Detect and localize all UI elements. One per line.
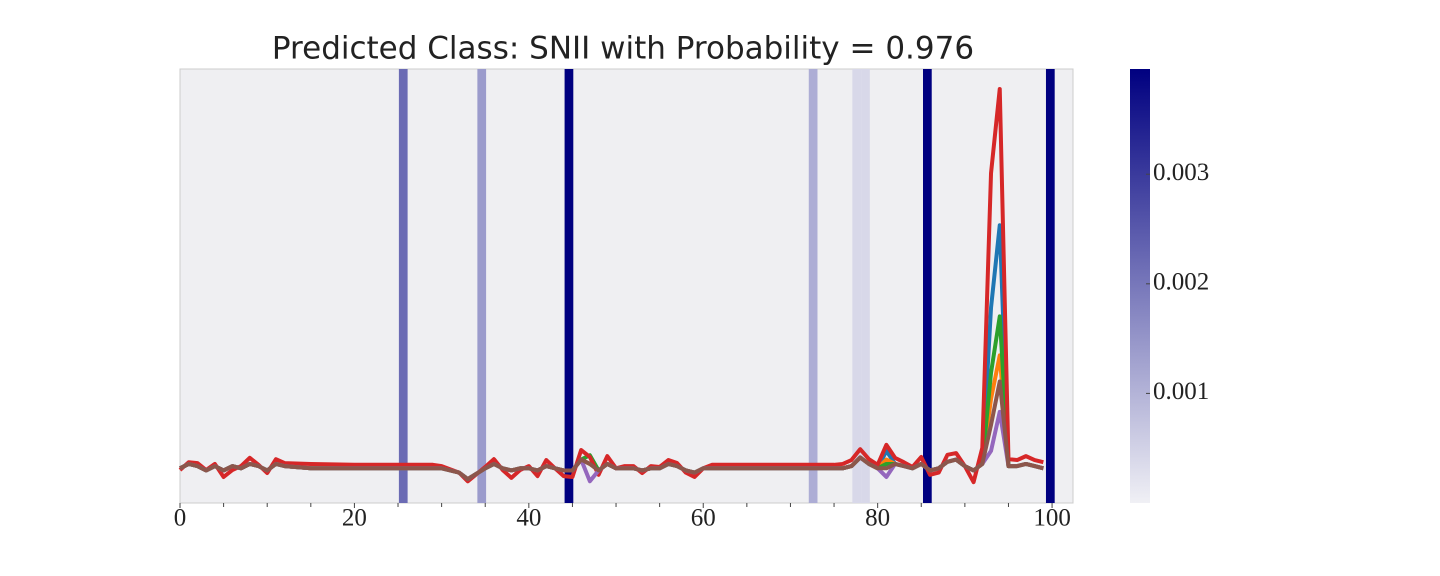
heat-band — [398, 69, 408, 503]
line-series — [178, 86, 1044, 485]
x-tick-label: 20 — [342, 505, 367, 532]
colorbar-tick-label: 0.002 — [1153, 269, 1209, 296]
line-series — [179, 379, 1044, 482]
heat-band — [564, 69, 574, 503]
colorbar-tick-label: 0.001 — [1153, 378, 1209, 405]
plot-background — [179, 68, 1074, 504]
colorbar-tick-label: 0.003 — [1153, 159, 1209, 186]
heat-band — [861, 69, 870, 503]
x-tick-label: 40 — [516, 505, 541, 532]
heat-band — [808, 69, 818, 503]
heat-band — [852, 69, 862, 503]
heat-band — [923, 69, 932, 503]
heat-band — [1045, 69, 1055, 503]
x-tick-label: 80 — [865, 505, 890, 532]
x-tick-label: 0 — [174, 505, 187, 532]
heat-band — [477, 69, 487, 503]
x-tick-label: 60 — [691, 505, 716, 532]
chart-title: Predicted Class: SNII with Probability =… — [272, 31, 974, 67]
x-tick-label: 100 — [1033, 505, 1071, 532]
colorbar — [1130, 69, 1150, 503]
